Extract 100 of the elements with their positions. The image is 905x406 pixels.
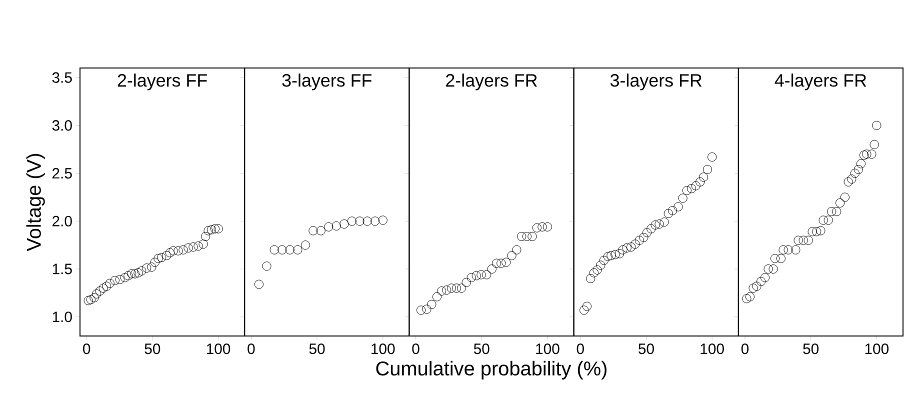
point [832, 207, 842, 216]
x-tick-label: 50 [474, 344, 490, 354]
chart-title: 3-layers FF [282, 74, 372, 90]
point [778, 245, 788, 254]
point [437, 286, 446, 296]
point [646, 224, 656, 234]
point [742, 294, 752, 304]
point [639, 232, 648, 242]
point [517, 232, 526, 241]
y-tick-label: 3.0 [52, 120, 72, 131]
point [610, 250, 620, 260]
point [748, 284, 758, 293]
point [507, 251, 516, 260]
point [347, 216, 356, 226]
point [127, 269, 136, 278]
point [642, 228, 652, 238]
point [154, 254, 163, 264]
point [770, 254, 780, 264]
x-tick-label: 100 [206, 344, 230, 354]
point [178, 245, 188, 254]
x-tick-label: 100 [372, 344, 395, 354]
point [502, 258, 511, 267]
point [854, 164, 863, 174]
point [745, 292, 755, 302]
point [760, 273, 770, 282]
point [824, 216, 833, 225]
point [586, 274, 596, 284]
point [168, 246, 178, 256]
x-tick-label: 0 [741, 344, 749, 354]
point [130, 269, 140, 278]
point [476, 270, 486, 280]
point [254, 280, 264, 289]
point [432, 292, 442, 302]
point [528, 232, 537, 241]
point [660, 218, 669, 227]
point [872, 120, 882, 130]
y-axis-title: Voltage (V) [26, 154, 45, 252]
point [812, 227, 822, 236]
point [589, 268, 598, 278]
point [794, 236, 803, 245]
point [105, 278, 114, 288]
chart-title: 2-layers FF [118, 74, 207, 90]
point [110, 276, 120, 286]
point [162, 251, 172, 260]
point [804, 236, 813, 245]
x-tick-label: 50 [309, 344, 325, 354]
point [184, 243, 193, 252]
point [324, 222, 334, 232]
point [768, 264, 778, 274]
x-tick-label: 0 [576, 344, 584, 354]
point [188, 242, 198, 252]
point [784, 245, 793, 254]
point [150, 258, 160, 267]
point [198, 240, 208, 249]
y-tick-label: 2.0 [52, 216, 72, 226]
point [90, 293, 99, 302]
point [492, 258, 502, 268]
x-tick-label: 0 [412, 344, 420, 354]
x-tick-label: 50 [638, 344, 654, 354]
point [696, 177, 705, 186]
point [115, 274, 124, 284]
point [355, 216, 364, 226]
point [599, 256, 608, 265]
x-tick-label: 100 [700, 344, 724, 354]
point [98, 284, 108, 293]
point [442, 286, 452, 295]
point [462, 278, 471, 287]
point [686, 184, 696, 194]
point [606, 251, 616, 260]
point [840, 192, 850, 202]
point [472, 271, 481, 280]
point [538, 222, 547, 232]
point [542, 222, 552, 232]
point [702, 164, 712, 174]
point [316, 226, 326, 236]
point [836, 198, 845, 208]
point [285, 245, 294, 254]
x-tick-label: 50 [144, 344, 160, 354]
point [522, 232, 532, 241]
point [92, 289, 102, 298]
point [752, 282, 762, 291]
point [124, 271, 133, 280]
y-tick-label: 3.5 [52, 72, 72, 83]
point [630, 240, 640, 249]
y-tick-label: 2.5 [52, 168, 72, 179]
point [816, 226, 826, 236]
point [86, 295, 96, 304]
y-tick-label: 1.5 [52, 264, 72, 274]
point [603, 252, 612, 262]
point [512, 245, 522, 254]
point [102, 282, 112, 291]
point [422, 304, 432, 314]
point [860, 150, 869, 160]
point [862, 150, 872, 159]
point [207, 225, 216, 234]
chart-title: 4-layers FR [774, 74, 866, 90]
point [580, 306, 589, 315]
point [262, 262, 272, 271]
point [626, 242, 636, 252]
point [650, 220, 660, 230]
